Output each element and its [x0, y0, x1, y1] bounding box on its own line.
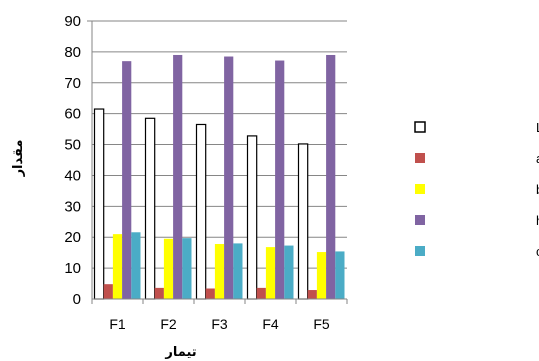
y-tick-label: 80 [64, 44, 81, 61]
legend-label: روشنایی ((L [536, 120, 539, 136]
legend-label: قرمزی ((a [536, 151, 539, 167]
bar [224, 56, 234, 300]
bar [284, 245, 294, 299]
legend-swatch [414, 121, 426, 133]
legend-swatch [415, 215, 425, 225]
y-tick-labels: 0 10 20 30 40 50 60 70 80 90 [64, 13, 81, 308]
y-axis-title: مقدار [10, 140, 25, 178]
legend-label: زردی((b [536, 182, 539, 198]
bar [173, 54, 183, 299]
y-tick-label: 40 [64, 167, 81, 184]
x-tick-label: F4 [262, 316, 279, 332]
legend: روشنایی ((L قرمزی ((a زردی((b انعکاس رنگ ((… [414, 120, 539, 260]
bar-marks [93, 54, 345, 300]
bar [154, 287, 164, 299]
y-tick-label: 30 [64, 198, 81, 215]
legend-swatch [415, 184, 425, 194]
bar [195, 123, 207, 300]
x-tick-labels: F1 F2 F3 F4 F5 [109, 316, 330, 332]
bar [335, 251, 345, 299]
bar [103, 284, 113, 299]
bar [275, 60, 285, 299]
bar [112, 234, 123, 299]
x-tick-label: F2 [160, 316, 177, 332]
bar [214, 244, 225, 299]
y-tick-label: 70 [64, 75, 81, 92]
x-tick-label: F3 [211, 316, 228, 332]
bar [163, 238, 174, 299]
y-tick-label: 60 [64, 106, 81, 123]
x-tick-label: F5 [313, 316, 330, 332]
bar [205, 288, 215, 299]
y-tick-label: 50 [64, 137, 81, 154]
bar [246, 135, 258, 300]
legend-label: انعکاس رنگ ((h [536, 213, 539, 229]
bar [144, 117, 156, 300]
y-tick-label: 10 [64, 260, 81, 277]
legend-label: اشباعیت رنگ ((c [536, 244, 539, 260]
bar [297, 143, 309, 300]
x-tick-label: F1 [109, 316, 126, 332]
axes [87, 20, 348, 304]
y-tick-label: 90 [64, 13, 81, 30]
bar [131, 232, 141, 299]
bar [122, 61, 132, 300]
bar [326, 54, 336, 299]
y-tick-label: 0 [73, 291, 81, 308]
bar [316, 252, 327, 299]
bar [307, 290, 317, 299]
x-axis-title: تیمار [164, 344, 196, 359]
legend-swatch [415, 246, 425, 256]
bar [233, 243, 243, 299]
bar [93, 108, 105, 300]
legend-swatch [415, 153, 425, 163]
bar [182, 238, 192, 299]
bar [256, 287, 266, 299]
bar [265, 247, 276, 299]
y-tick-label: 20 [64, 229, 81, 246]
